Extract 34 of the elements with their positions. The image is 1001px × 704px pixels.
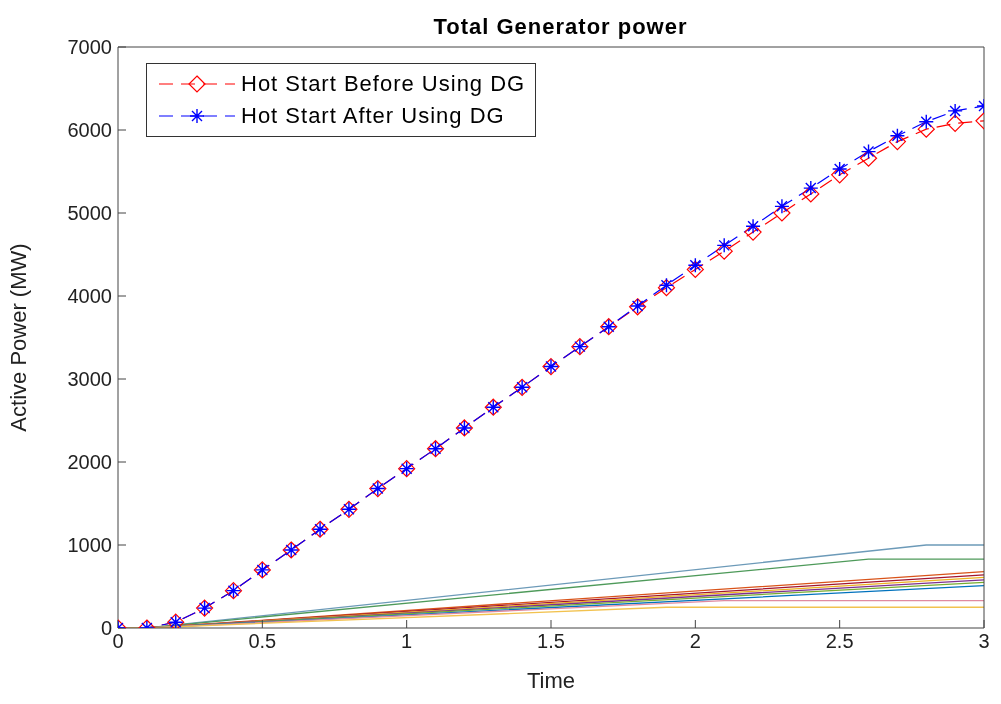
legend-label: Hot Start After Using DG (241, 103, 505, 129)
x-tick-label: 1 (401, 630, 413, 653)
point (831, 161, 848, 177)
point (773, 204, 791, 222)
legend-label: Hot Start Before Using DG (241, 71, 526, 97)
point (658, 277, 675, 293)
x-tick-label: 2 (689, 630, 701, 653)
point (889, 128, 906, 144)
y-axis-title: Active Power (MW) (5, 243, 31, 432)
y-tick-label: 4000 (67, 285, 112, 308)
point (715, 242, 733, 260)
y-tick-label: 5000 (67, 202, 112, 225)
x-tick-label: 1.5 (537, 630, 565, 653)
point (947, 103, 963, 119)
y-tick-label: 3000 (67, 368, 112, 391)
y-tick-label: 1000 (67, 534, 112, 557)
point (745, 218, 761, 234)
x-tick-label: 2.5 (825, 630, 854, 653)
y-tick-label: 7000 (67, 36, 112, 59)
point (687, 257, 704, 273)
point (918, 114, 934, 130)
x-tick-label: 0.5 (248, 630, 277, 653)
point (657, 279, 676, 297)
x-tick-label: 3 (978, 630, 990, 653)
point (860, 143, 877, 160)
point (803, 180, 819, 196)
point (716, 237, 732, 254)
point (686, 260, 704, 279)
y-tick-label: 6000 (67, 119, 112, 142)
x-axis-title: Time (526, 668, 576, 693)
y-tick-label: 2000 (67, 451, 112, 474)
chart-title: Total Generator power (432, 14, 689, 40)
point (946, 114, 964, 132)
point (774, 198, 790, 215)
